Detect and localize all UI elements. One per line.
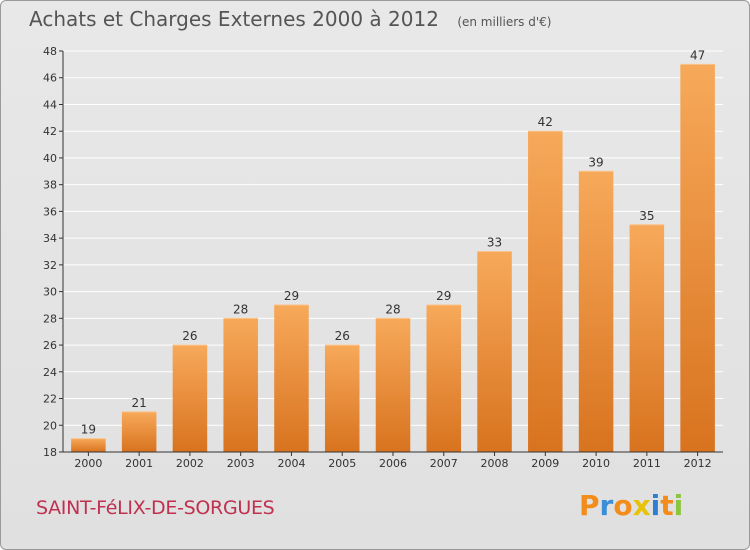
bar [477,251,512,452]
logo-letter: P [579,489,600,522]
bar [324,345,360,452]
bar [578,171,614,453]
y-tick-label: 34 [43,232,57,245]
logo-letter: i [673,489,684,522]
data-label: 47 [690,48,705,62]
y-tick-label: 42 [43,125,57,138]
axes: 18 20 22 24 26 28 30 32 34 36 38 40 42 44 46 48 2000 2001… [43,45,723,470]
y-tick-label: 46 [43,72,57,85]
x-tick-label: 2000 [74,457,102,470]
logo-letter: i [650,489,661,522]
data-label: 26 [182,329,197,343]
y-tick-label: 32 [43,259,57,272]
bar [121,411,157,452]
y-tick-label: 20 [43,419,57,432]
proxiti-logo: Proxiti [579,489,683,522]
chart-title: Achats et Charges Externes 2000 à 2012 [29,7,439,31]
x-tick-label: 2006 [379,457,407,470]
data-label: 19 [81,423,96,437]
chart-unit: (en milliers d'€) [457,15,552,29]
x-tick-label: 2005 [328,457,356,470]
y-tick-label: 48 [43,45,57,58]
x-tick-label: 2001 [125,457,153,470]
y-tick-label: 22 [43,393,57,406]
x-tick-label: 2008 [481,457,509,470]
data-label: 35 [639,209,654,223]
bar [274,304,309,452]
data-label: 29 [436,289,451,303]
x-tick-label: 2009 [531,457,559,470]
chart-title-block: Achats et Charges Externes 2000 à 2012 (… [29,7,551,31]
bar [426,304,462,452]
logo-letter: x [632,489,651,522]
logo-letter: o [613,489,633,522]
data-label: 26 [335,329,350,343]
bar [629,224,665,452]
data-label: 28 [233,302,248,316]
x-tick-label: 2003 [227,457,255,470]
bar [71,438,106,452]
bar [528,131,563,452]
bar [375,318,411,452]
x-tick-label: 2010 [582,457,610,470]
data-label: 29 [284,289,299,303]
data-label: 21 [132,396,147,410]
x-tick-label: 2002 [176,457,204,470]
x-tick-label: 2012 [684,457,712,470]
data-label: 39 [588,155,603,169]
y-tick-label: 18 [43,446,57,459]
y-tick-label: 30 [43,286,57,299]
data-label: 42 [538,115,553,129]
data-label: 28 [385,302,400,316]
commune-name: SAINT-FéLIX-DE-SORGUES [36,497,275,519]
bars: 19 21 26 28 29 26 28 29 33 42 39 35 47 [71,48,715,453]
y-tick-label: 36 [43,205,57,218]
y-tick-label: 40 [43,152,57,165]
y-tick-label: 24 [43,366,57,379]
y-tick-label: 28 [43,312,57,325]
y-tick-label: 44 [43,98,57,111]
bar [223,318,258,452]
bar [680,64,715,452]
x-tick-label: 2007 [430,457,458,470]
y-tick-label: 26 [43,339,57,352]
x-tick-label: 2011 [633,457,661,470]
bar [172,345,208,452]
data-label: 33 [487,236,502,250]
y-tick-label: 38 [43,179,57,192]
logo-letter: t [660,489,674,522]
logo-letter: r [599,489,614,522]
x-tick-label: 2004 [277,457,305,470]
